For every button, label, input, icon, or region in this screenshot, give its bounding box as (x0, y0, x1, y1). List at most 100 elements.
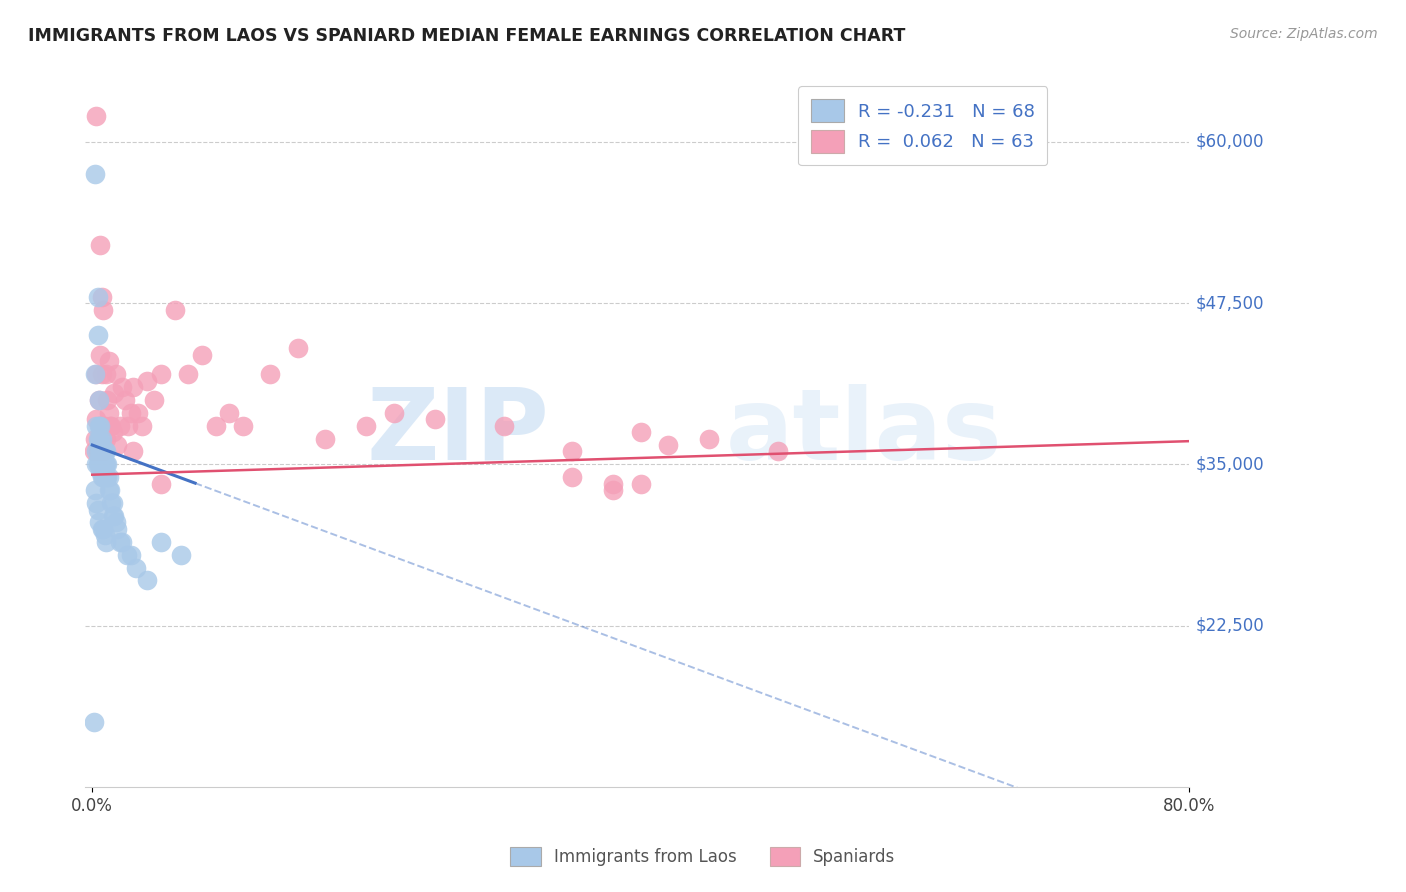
Text: $35,000: $35,000 (1195, 456, 1264, 474)
Point (104, 516, 127, 530)
Text: ZIP: ZIP (366, 384, 548, 481)
Point (97, 406, 120, 420)
Point (89, 438, 111, 452)
Point (87, 458, 110, 472)
Point (87, 392, 110, 407)
Legend: Immigrants from Laos, Spaniards: Immigrants from Laos, Spaniards (502, 838, 904, 875)
Point (630, 425, 652, 439)
Point (127, 406, 149, 420)
Text: IMMIGRANTS FROM LAOS VS SPANIARD MEDIAN FEMALE EARNINGS CORRELATION CHART: IMMIGRANTS FROM LAOS VS SPANIARD MEDIAN … (28, 27, 905, 45)
Point (89, 450, 111, 465)
Point (108, 534, 131, 549)
Point (87, 516, 110, 530)
Point (93, 470, 115, 484)
Point (142, 392, 165, 407)
Point (96, 470, 118, 484)
Point (177, 367, 200, 381)
Point (131, 418, 153, 433)
Point (94, 534, 117, 549)
Point (94, 470, 117, 484)
Point (90, 450, 112, 465)
Point (232, 418, 254, 433)
Point (87, 418, 110, 433)
Point (111, 380, 134, 394)
Point (105, 438, 128, 452)
Point (204, 418, 226, 433)
Point (90, 522, 112, 536)
Point (90, 290, 112, 304)
Point (90, 458, 112, 472)
Text: Source: ZipAtlas.com: Source: ZipAtlas.com (1230, 27, 1378, 41)
Point (423, 412, 446, 426)
Point (86, 496, 108, 510)
Point (84, 367, 107, 381)
Point (149, 476, 172, 491)
Point (91, 418, 114, 433)
Point (149, 367, 172, 381)
Point (561, 444, 583, 458)
Point (149, 534, 172, 549)
Point (87, 432, 110, 446)
Point (120, 406, 142, 420)
Point (91, 464, 114, 478)
Point (93, 458, 115, 472)
Point (103, 386, 125, 401)
Point (89, 458, 111, 472)
Point (97, 483, 120, 498)
Point (97, 354, 120, 368)
Point (84, 167, 107, 181)
Point (93, 418, 115, 433)
Point (259, 367, 281, 381)
Point (96, 458, 118, 472)
Point (114, 392, 136, 407)
Point (93, 444, 115, 458)
Point (163, 302, 186, 317)
Point (87, 502, 110, 516)
Point (105, 522, 128, 536)
Point (120, 548, 142, 562)
Point (83, 715, 105, 730)
Point (86, 418, 108, 433)
Point (86, 367, 108, 381)
Point (86, 458, 108, 472)
Point (101, 425, 124, 439)
Point (90, 470, 112, 484)
Point (91, 444, 114, 458)
Point (136, 374, 159, 388)
Point (87, 290, 110, 304)
Text: $47,500: $47,500 (1195, 294, 1264, 312)
Point (98, 483, 121, 498)
Point (91, 444, 114, 458)
Point (602, 483, 624, 498)
Point (136, 574, 159, 588)
Point (84, 432, 107, 446)
Point (90, 432, 112, 446)
Point (561, 470, 583, 484)
Point (91, 458, 114, 472)
Point (91, 450, 114, 465)
Point (117, 418, 139, 433)
Point (87, 392, 110, 407)
Point (89, 432, 111, 446)
Text: $22,500: $22,500 (1195, 616, 1264, 634)
Point (115, 548, 138, 562)
Point (125, 560, 148, 574)
Point (84, 483, 107, 498)
Point (87, 444, 110, 458)
Point (91, 470, 114, 484)
Point (170, 548, 193, 562)
Point (86, 412, 108, 426)
Point (87, 444, 110, 458)
Point (93, 528, 115, 542)
Point (630, 476, 652, 491)
Point (101, 508, 124, 523)
Point (90, 464, 112, 478)
Point (602, 476, 624, 491)
Point (382, 406, 405, 420)
Point (108, 418, 131, 433)
Point (218, 406, 240, 420)
Point (89, 418, 111, 433)
Point (356, 418, 378, 433)
Point (492, 418, 515, 433)
Point (87, 458, 110, 472)
